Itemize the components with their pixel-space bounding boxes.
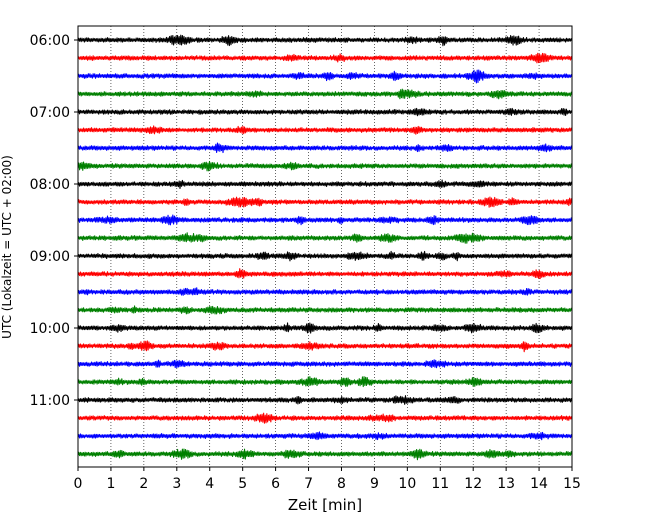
x-axis-label: Zeit [min] bbox=[288, 496, 362, 514]
seismic-trace bbox=[77, 142, 573, 154]
x-tick-label: 1 bbox=[106, 476, 115, 492]
y-tick-label: 11:00 bbox=[30, 393, 70, 409]
x-tick-label: 13 bbox=[497, 476, 515, 492]
seismic-trace bbox=[77, 376, 573, 388]
y-tick-label: 08:00 bbox=[30, 177, 70, 193]
seismic-trace bbox=[77, 69, 573, 84]
x-tick-label: 10 bbox=[398, 476, 416, 492]
x-tick-label: 8 bbox=[337, 476, 346, 492]
seismic-trace bbox=[77, 34, 573, 47]
x-tick-label: 14 bbox=[530, 476, 548, 492]
x-tick-label: 7 bbox=[304, 476, 313, 492]
seismic-trace bbox=[77, 125, 573, 135]
plot-frame bbox=[77, 25, 573, 468]
x-tick-label: 12 bbox=[464, 476, 482, 492]
x-tick-label: 11 bbox=[431, 476, 449, 492]
seismic-trace bbox=[77, 359, 573, 369]
seismic-trace bbox=[77, 340, 573, 353]
seismic-trace bbox=[77, 268, 573, 280]
y-tick-label: 10:00 bbox=[30, 321, 70, 337]
seismic-trace bbox=[77, 179, 573, 189]
seismic-trace bbox=[77, 448, 573, 461]
seismic-trace bbox=[77, 395, 573, 405]
seismic-trace bbox=[77, 107, 573, 117]
x-tick-label: 2 bbox=[139, 476, 148, 492]
x-tick-label: 3 bbox=[172, 476, 181, 492]
y-axis-ticks: 06:00 07:00 08:00 09:00 10:00 11:00 bbox=[30, 33, 78, 409]
x-tick-label: 4 bbox=[205, 476, 214, 492]
seismic-trace bbox=[77, 412, 573, 424]
seismic-trace bbox=[77, 250, 573, 262]
x-tick-label: 6 bbox=[271, 476, 280, 492]
seismic-trace bbox=[77, 232, 573, 244]
y-tick-label: 07:00 bbox=[30, 105, 70, 121]
seismic-trace bbox=[77, 196, 573, 208]
x-axis-ticks: 0 1 2 3 4 5 6 7 8 9 10 11 12 13 14 15 bbox=[74, 467, 581, 492]
y-tick-label: 06:00 bbox=[30, 33, 70, 49]
seismic-trace bbox=[77, 287, 573, 296]
seismic-trace bbox=[77, 52, 573, 64]
seismic-trace bbox=[77, 160, 573, 172]
seismic-trace bbox=[77, 214, 573, 226]
seismic-trace bbox=[77, 88, 573, 100]
seismic-trace bbox=[77, 322, 573, 334]
y-tick-label: 09:00 bbox=[30, 249, 70, 265]
x-tick-label: 15 bbox=[563, 476, 581, 492]
seismic-trace bbox=[77, 431, 573, 441]
x-tick-label: 0 bbox=[74, 476, 83, 492]
x-tick-label: 5 bbox=[238, 476, 247, 492]
y-axis-label: UTC (Lokalzeit = UTC + 02:00) bbox=[0, 155, 14, 339]
x-tick-label: 9 bbox=[370, 476, 379, 492]
seismic-trace bbox=[77, 305, 573, 315]
seismic-traces bbox=[77, 34, 573, 461]
